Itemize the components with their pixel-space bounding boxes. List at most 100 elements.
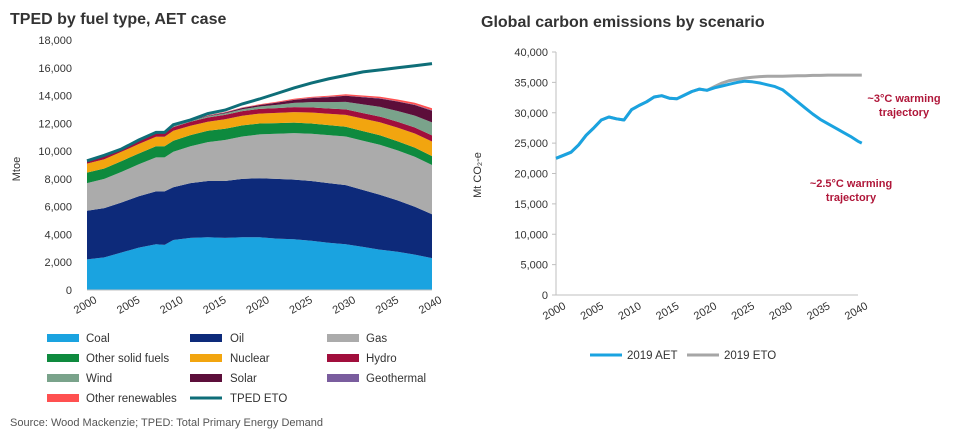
legend-item-2019-eto: 2019 ETO — [687, 350, 776, 362]
legend-item-coal: Coal — [47, 333, 110, 345]
area-solar — [87, 95, 432, 161]
tped-chart: TPED by fuel type, AET case 0 2,000 4,000 6… — [10, 11, 444, 405]
legend-item-hydro: Hydro — [327, 353, 397, 365]
emissions-x-tick-label: 2005 — [579, 300, 606, 323]
emissions-y-tick-label: 25,000 — [514, 138, 548, 150]
legend-label-hydro: Hydro — [366, 353, 397, 365]
legend-swatch-wind — [47, 374, 79, 382]
tped-y-axis-ticks: 0 2,000 4,000 6,000 8,000 10,000 12,000 14,000 1… — [38, 35, 72, 297]
emissions-y-tick-label: 30,000 — [514, 108, 548, 120]
legend-label-other-renewables: Other renewables — [86, 393, 177, 405]
tped-y-tick-label: 12,000 — [38, 118, 72, 130]
emissions-y-tick-label: 20,000 — [514, 169, 548, 181]
area-hydro — [87, 107, 432, 164]
emissions-chart: Global carbon emissions by scenario Mt C… — [472, 14, 941, 362]
emissions-y-tick-label: 5,000 — [520, 260, 548, 272]
emissions-y-axis-label: Mt CO₂-e — [472, 152, 484, 198]
emissions-x-tick-label: 2025 — [730, 300, 757, 323]
area-gas — [87, 133, 432, 215]
tped-x-tick-label: 2015 — [201, 294, 228, 317]
emissions-y-axis-ticks: 0 5,000 10,000 15,000 20,000 25,000 30,000 35,0… — [514, 47, 556, 302]
tped-areas — [86, 62, 433, 290]
legend-swatch-other-solid-fuels — [47, 354, 79, 362]
legend-swatch-geothermal — [327, 374, 359, 382]
legend-item-solar: Solar — [190, 373, 257, 385]
legend-item-nuclear: Nuclear — [190, 353, 270, 365]
area-oil — [87, 178, 432, 260]
area-coal — [87, 237, 432, 290]
area-other-renewables — [87, 94, 432, 161]
annotation-3c-line2: trajectory — [879, 107, 930, 119]
line-2019-aet — [555, 79, 863, 160]
emissions-y-tick-label: 0 — [542, 290, 548, 302]
emissions-chart-title: Global carbon emissions by scenario — [481, 14, 765, 31]
tped-x-tick-label: 2025 — [288, 294, 315, 317]
tped-y-tick-label: 6,000 — [44, 202, 72, 214]
tped-x-tick-label: 2035 — [374, 294, 401, 317]
emissions-lines — [555, 73, 863, 160]
legend-swatch-hydro — [327, 354, 359, 362]
emissions-y-tick-label: 10,000 — [514, 229, 548, 241]
legend-swatch-solar — [190, 374, 222, 382]
legend-item-gas: Gas — [327, 333, 387, 345]
legend-swatch-oil — [190, 334, 222, 342]
tped-chart-title: TPED by fuel type, AET case — [10, 11, 226, 28]
tped-legend: Coal Oil Gas Other solid fuels Nuclear H… — [47, 333, 426, 405]
legend-item-tped-eto: TPED ETO — [190, 393, 287, 405]
emissions-x-tick-label: 2040 — [843, 300, 870, 323]
annotation-3c: ~3°C warming trajectory — [867, 93, 940, 119]
legend-swatch-other-renewables — [47, 394, 79, 402]
emissions-y-tick-label: 40,000 — [514, 47, 548, 59]
emissions-x-tick-label: 2035 — [805, 300, 832, 323]
source-note: Source: Wood Mackenzie; TPED: Total Prim… — [10, 417, 323, 429]
emissions-x-tick-label: 2030 — [767, 300, 794, 323]
area-nuclear — [87, 112, 432, 173]
legend-item-geothermal: Geothermal — [327, 373, 426, 385]
legend-label-gas: Gas — [366, 333, 387, 345]
tped-y-tick-label: 18,000 — [38, 35, 72, 47]
tped-y-tick-label: 16,000 — [38, 63, 72, 75]
legend-swatch-nuclear — [190, 354, 222, 362]
emissions-x-axis-ticks: 2000 2005 2010 2015 2020 2025 2030 2035 2040 — [541, 300, 870, 323]
line-tped-eto — [86, 62, 433, 163]
tped-y-tick-label: 0 — [66, 285, 72, 297]
legend-item-other-renewables: Other renewables — [47, 393, 177, 405]
legend-item-oil: Oil — [190, 333, 244, 345]
tped-y-tick-label: 2,000 — [44, 257, 72, 269]
legend-label-other-solid-fuels: Other solid fuels — [86, 353, 169, 365]
legend-label-nuclear: Nuclear — [230, 353, 270, 365]
annotation-2-5c-line2: trajectory — [826, 192, 877, 204]
legend-swatch-coal — [47, 334, 79, 342]
tped-x-tick-label: 2030 — [331, 294, 358, 317]
area-other-solid-fuels — [87, 122, 432, 184]
emissions-legend: 2019 AET 2019 ETO — [590, 350, 776, 362]
legend-label-2019-eto: 2019 ETO — [724, 350, 776, 362]
tped-x-tick-label: 2000 — [72, 294, 99, 317]
annotation-2-5c: ~2.5°C warming trajectory — [810, 178, 892, 204]
emissions-x-tick-label: 2010 — [616, 300, 643, 323]
emissions-y-tick-label: 15,000 — [514, 199, 548, 211]
legend-label-geothermal: Geothermal — [366, 373, 426, 385]
legend-label-wind: Wind — [86, 373, 112, 385]
tped-x-tick-label: 2020 — [244, 294, 271, 317]
tped-y-axis-label: Mtoe — [11, 157, 23, 181]
emissions-x-tick-label: 2020 — [692, 300, 719, 323]
legend-label-solar: Solar — [230, 373, 257, 385]
legend-item-2019-aet: 2019 AET — [590, 350, 678, 362]
tped-y-tick-label: 8,000 — [44, 174, 72, 186]
emissions-x-tick-label: 2015 — [654, 300, 681, 323]
annotation-3c-line1: ~3°C warming — [867, 93, 940, 105]
legend-swatch-gas — [327, 334, 359, 342]
legend-label-oil: Oil — [230, 333, 244, 345]
tped-y-tick-label: 10,000 — [38, 146, 72, 158]
legend-label-2019-aet: 2019 AET — [627, 350, 678, 362]
emissions-y-tick-label: 35,000 — [514, 77, 548, 89]
tped-y-tick-label: 4,000 — [44, 229, 72, 241]
legend-label-coal: Coal — [86, 333, 110, 345]
emissions-x-tick-label: 2000 — [541, 300, 568, 323]
tped-x-axis-ticks: 2000 2005 2010 2015 2020 2025 2030 2035 2040 — [72, 294, 444, 317]
legend-label-tped-eto: TPED ETO — [230, 393, 287, 405]
tped-x-tick-label: 2005 — [115, 294, 142, 317]
legend-item-other-solid-fuels: Other solid fuels — [47, 353, 169, 365]
